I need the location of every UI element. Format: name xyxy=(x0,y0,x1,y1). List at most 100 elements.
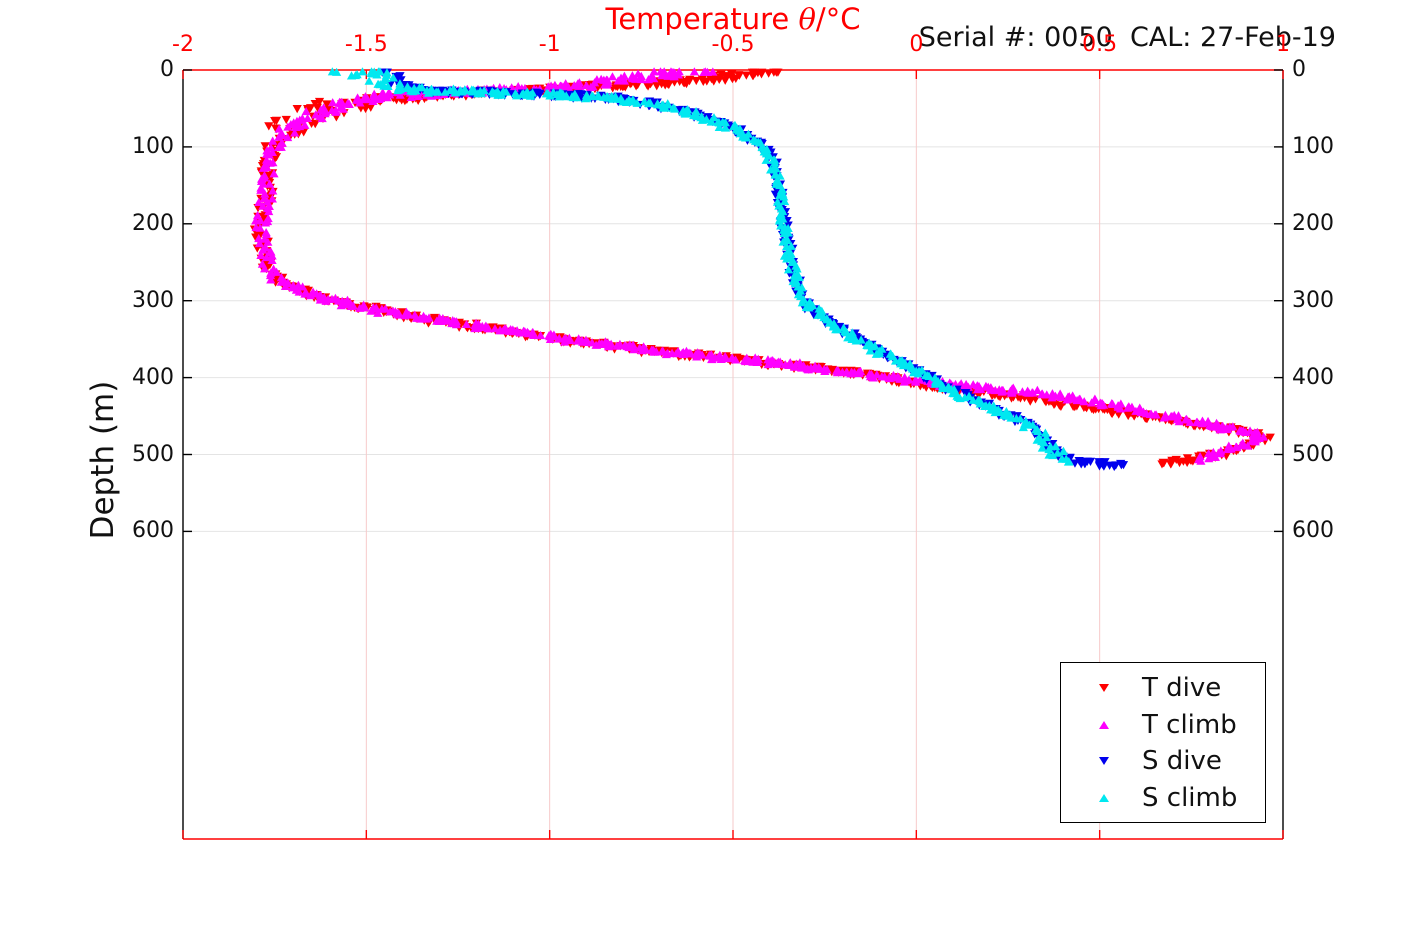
marker-t-climb xyxy=(846,369,856,378)
marker-t-climb xyxy=(268,136,278,145)
marker-t-climb xyxy=(622,341,632,351)
marker-t-dive xyxy=(652,82,662,91)
marker-s-climb xyxy=(720,123,731,132)
marker-t-climb xyxy=(512,326,522,335)
marker-t-climb xyxy=(335,99,345,108)
marker-t-climb xyxy=(697,350,707,359)
marker-s-climb xyxy=(870,341,880,350)
series-s-climb xyxy=(327,67,1074,466)
y-tick-label-right: 400 xyxy=(1292,364,1334,390)
legend-marker-s-climb xyxy=(1099,793,1109,802)
marker-s-climb xyxy=(980,401,990,411)
marker-s-climb xyxy=(582,90,592,99)
marker-t-climb xyxy=(483,324,494,333)
marker-s-dive xyxy=(535,90,545,100)
x-tick-label: -2 xyxy=(172,32,194,57)
legend-item-t-climb: T climb xyxy=(1061,707,1265,744)
legend-marker-s-dive xyxy=(1099,757,1109,766)
marker-t-climb xyxy=(291,120,301,129)
marker-t-climb xyxy=(475,322,485,331)
marker-s-climb xyxy=(813,310,823,319)
marker-t-climb xyxy=(1166,412,1176,421)
marker-s-climb xyxy=(1048,450,1058,460)
marker-s-climb xyxy=(913,369,923,378)
marker-t-climb xyxy=(961,379,971,389)
marker-s-climb xyxy=(874,348,885,358)
marker-s-climb xyxy=(350,70,361,80)
marker-s-dive xyxy=(809,311,819,320)
marker-t-dive xyxy=(741,71,751,80)
marker-t-climb xyxy=(280,277,290,286)
marker-t-climb xyxy=(822,365,832,374)
marker-t-dive xyxy=(1157,460,1167,469)
marker-s-climb xyxy=(797,298,807,307)
marker-s-dive xyxy=(770,190,780,199)
y-tick-label-right: 200 xyxy=(1292,210,1334,236)
marker-t-dive xyxy=(764,69,774,78)
marker-t-climb xyxy=(1108,399,1118,409)
marker-t-climb xyxy=(255,223,265,232)
marker-t-dive xyxy=(681,79,692,89)
marker-t-climb xyxy=(413,91,424,101)
marker-t-climb xyxy=(368,96,378,105)
marker-t-climb xyxy=(265,270,276,280)
marker-t-climb xyxy=(854,368,864,378)
marker-t-climb xyxy=(1056,392,1066,401)
marker-t-climb xyxy=(300,120,310,129)
marker-t-climb xyxy=(394,309,404,318)
marker-s-climb xyxy=(779,192,789,201)
marker-s-dive xyxy=(1111,461,1121,470)
marker-t-climb xyxy=(784,360,794,369)
marker-t-climb xyxy=(973,385,983,394)
marker-t-climb xyxy=(360,302,370,312)
marker-s-climb xyxy=(379,75,389,85)
x-tick-label: -0.5 xyxy=(711,32,755,57)
x-tick-label: -1.5 xyxy=(344,32,388,57)
marker-t-climb xyxy=(1115,404,1125,413)
marker-s-climb xyxy=(683,108,693,118)
marker-t-dive xyxy=(659,78,669,87)
marker-s-climb xyxy=(1051,441,1061,451)
chart-title-text: Temperature xyxy=(605,2,799,36)
marker-t-dive xyxy=(260,142,270,151)
marker-t-climb xyxy=(406,92,416,102)
legend-label-s-climb: S climb xyxy=(1142,782,1238,813)
y-tick-label-left: 600 xyxy=(132,518,174,544)
marker-t-climb xyxy=(753,354,763,363)
marker-s-climb xyxy=(493,90,503,99)
marker-t-climb xyxy=(1238,426,1248,435)
marker-t-climb xyxy=(657,71,667,80)
marker-s-dive xyxy=(1070,459,1080,468)
marker-t-climb xyxy=(868,373,878,382)
marker-s-climb xyxy=(923,371,933,380)
marker-t-climb xyxy=(348,301,358,310)
marker-s-climb xyxy=(741,133,752,142)
serial-cal-annotation: Serial #: 0050 CAL: 27-Feb-19 xyxy=(918,22,1336,53)
marker-t-climb xyxy=(254,238,265,248)
marker-s-climb xyxy=(1018,422,1028,432)
marker-t-climb xyxy=(501,324,511,333)
marker-t-dive xyxy=(827,365,838,375)
y-tick-label-left: 500 xyxy=(132,441,174,467)
marker-t-climb xyxy=(669,72,679,81)
marker-t-climb xyxy=(1047,393,1057,402)
y-tick-label-right: 300 xyxy=(1292,287,1334,313)
marker-t-climb xyxy=(743,356,753,365)
marker-s-climb xyxy=(548,87,558,97)
y-tick-label-left: 0 xyxy=(160,57,174,82)
marker-t-climb xyxy=(986,383,996,392)
marker-t-climb xyxy=(628,74,638,83)
legend-marker-t-climb xyxy=(1099,720,1109,729)
marker-s-climb xyxy=(644,98,655,108)
marker-t-climb xyxy=(260,264,270,273)
marker-t-dive xyxy=(1068,402,1078,411)
marker-s-climb xyxy=(1063,457,1074,466)
marker-s-climb xyxy=(1011,413,1021,423)
marker-t-dive xyxy=(1187,456,1197,465)
marker-s-climb xyxy=(628,95,638,104)
marker-s-climb xyxy=(660,103,670,112)
marker-t-climb xyxy=(1136,406,1146,415)
marker-t-climb xyxy=(1247,436,1257,445)
marker-t-climb xyxy=(298,282,308,291)
marker-t-climb xyxy=(1096,401,1106,410)
